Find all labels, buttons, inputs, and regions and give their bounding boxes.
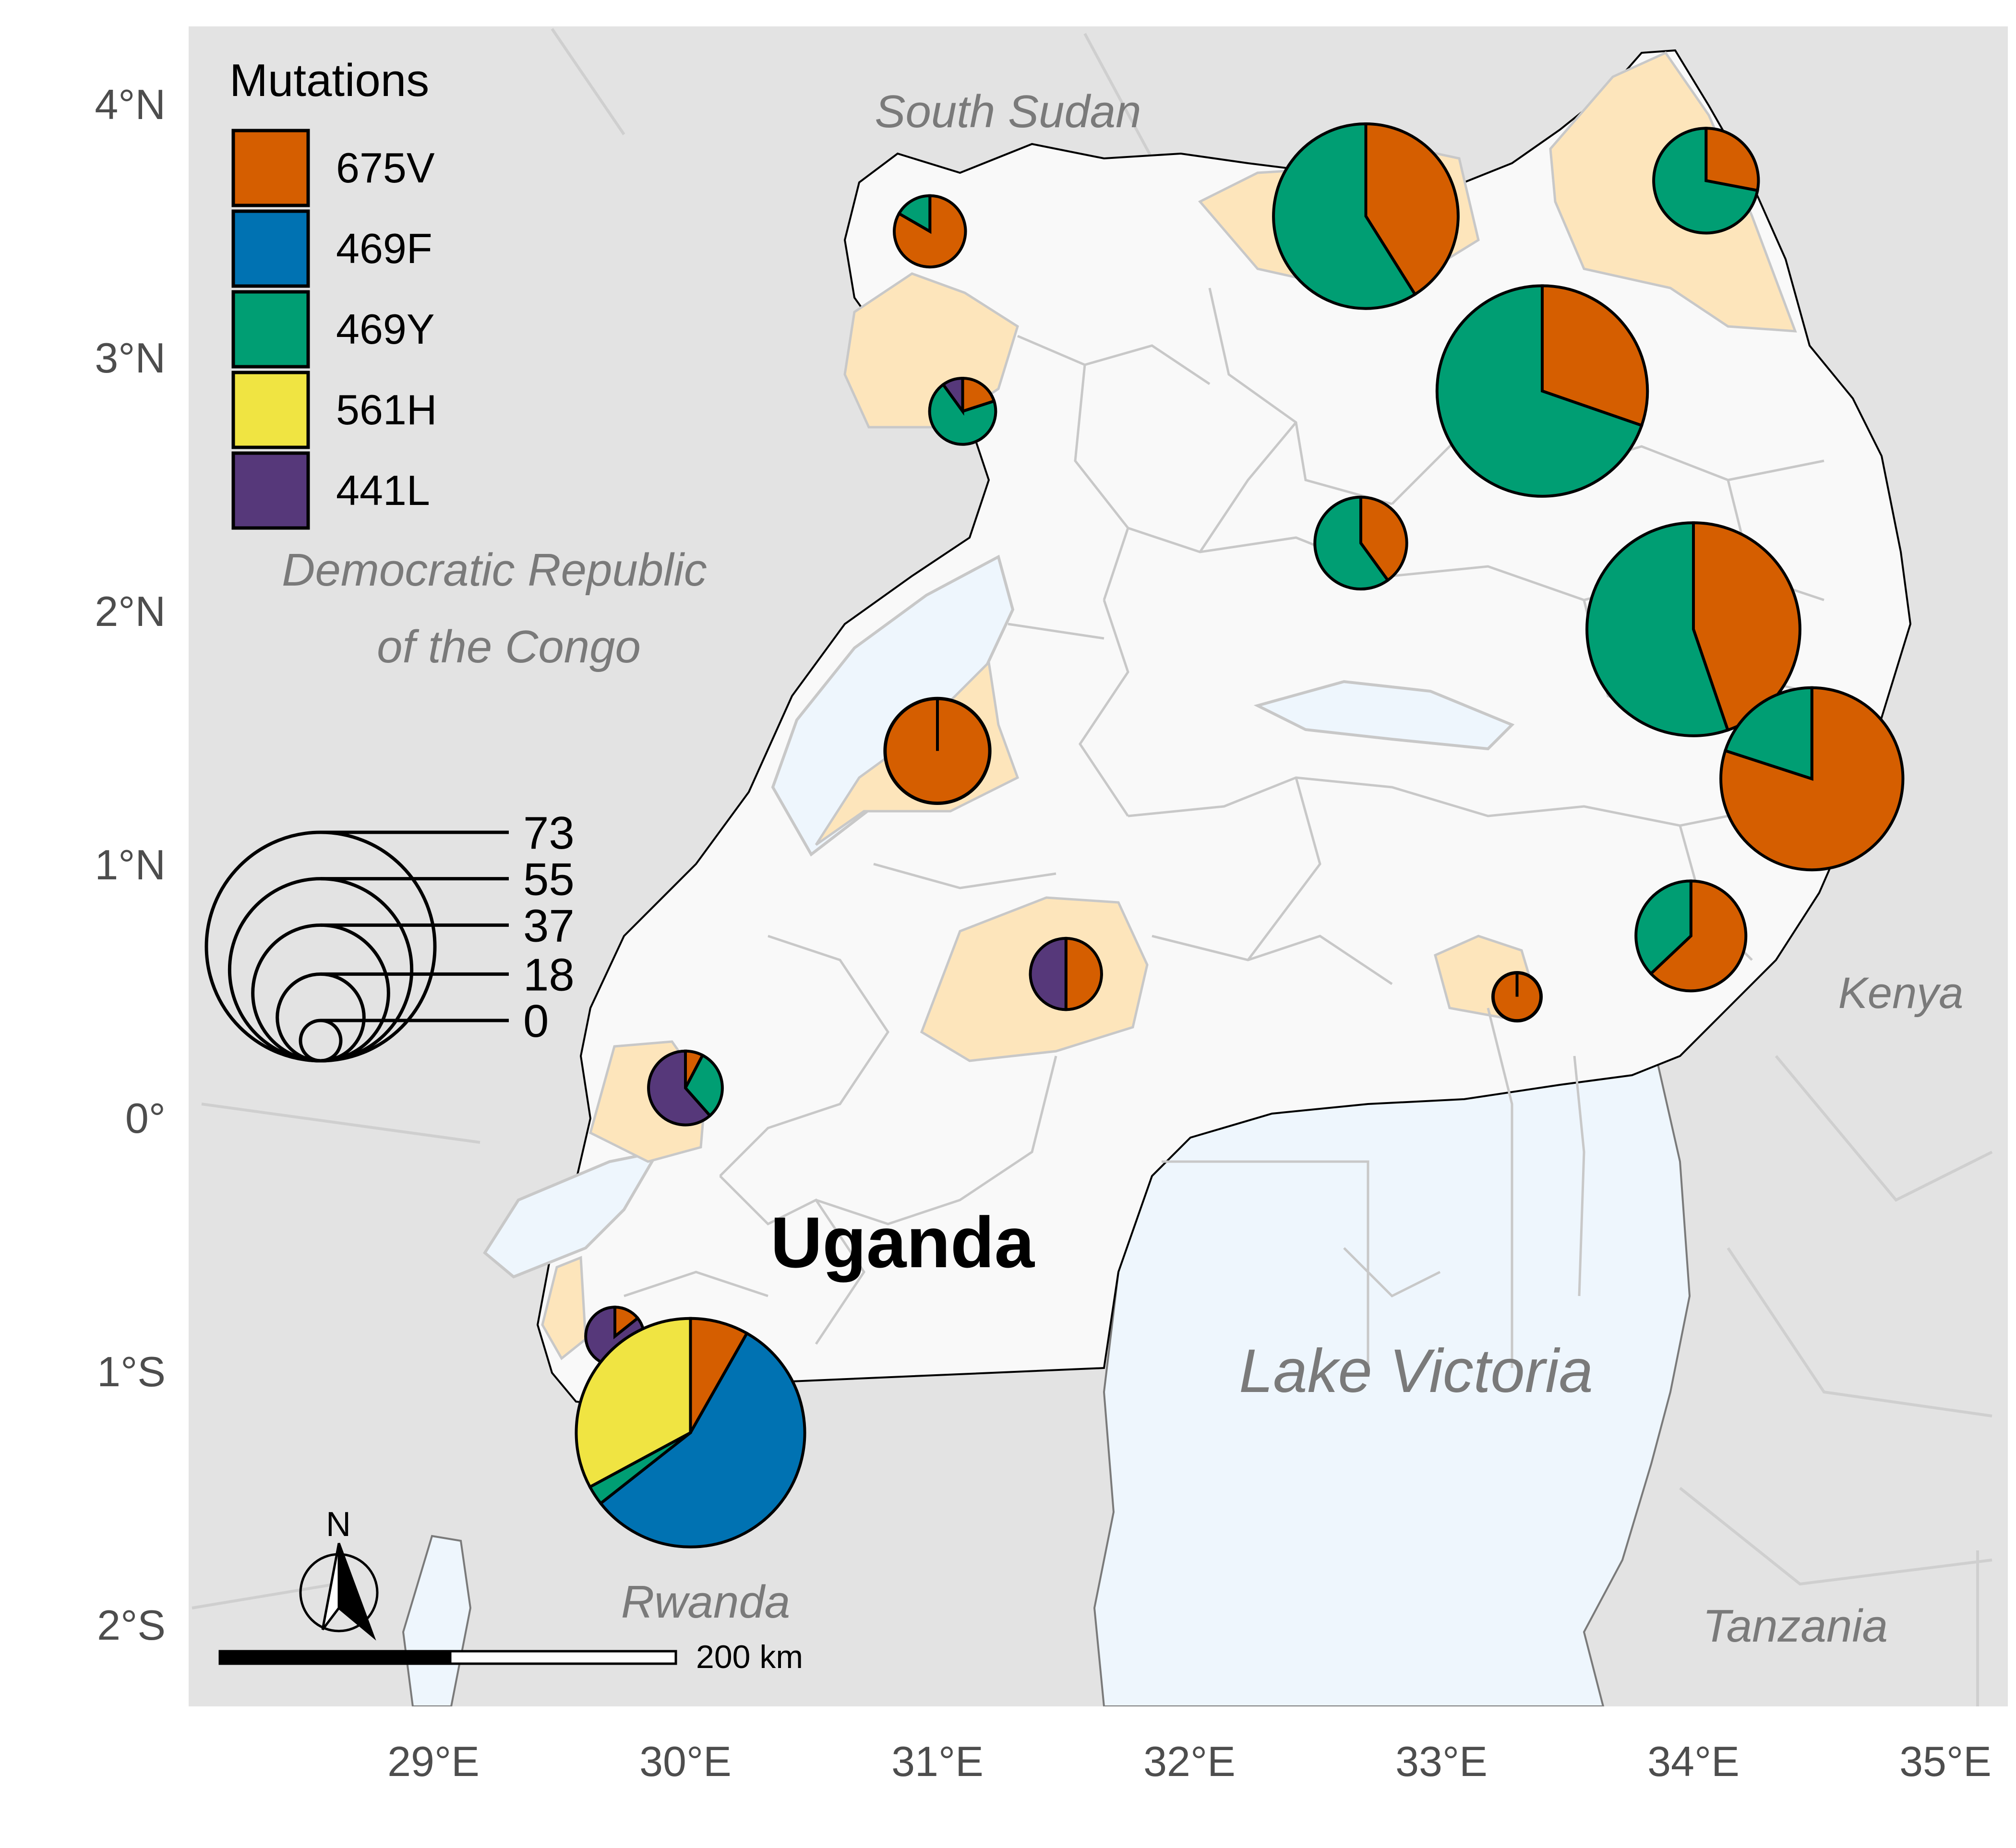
pie-slice-441L bbox=[941, 377, 964, 416]
size-legend-label-18: 18 bbox=[523, 949, 575, 1000]
y-tick-label: 0° bbox=[125, 1094, 166, 1142]
legend-label: 469F bbox=[336, 225, 432, 272]
size-legend-label-37: 37 bbox=[523, 900, 575, 951]
y-tick-label: 1°S bbox=[97, 1348, 166, 1395]
pie-site-8 bbox=[1719, 686, 1905, 872]
legend-swatch bbox=[231, 451, 310, 530]
y-tick-label: 2°S bbox=[97, 1601, 166, 1649]
size-legend-label-55: 55 bbox=[523, 854, 575, 905]
x-tick-label: 29°E bbox=[387, 1738, 480, 1785]
pie-site-4 bbox=[1652, 127, 1760, 235]
x-tick-label: 30°E bbox=[639, 1738, 732, 1785]
legend-item-675V: 675V bbox=[231, 129, 435, 207]
scale-bar-label: 200 km bbox=[696, 1639, 803, 1675]
legend-label: 675V bbox=[336, 144, 435, 192]
pie-site-6 bbox=[1313, 495, 1408, 591]
pie-slice-469Y bbox=[928, 382, 997, 446]
pie-slice-441L bbox=[647, 1049, 712, 1127]
legend-swatch bbox=[231, 129, 310, 207]
legend-title: Mutations bbox=[229, 55, 429, 106]
pie-site-12 bbox=[1029, 936, 1103, 1011]
label-drc-line1: Democratic Republic bbox=[282, 544, 707, 596]
pie-slice-469Y bbox=[1272, 122, 1417, 310]
label-uganda: Uganda bbox=[770, 1202, 1035, 1283]
north-arrow: N bbox=[299, 1505, 379, 1641]
sampled-district-kisoro bbox=[541, 1256, 587, 1360]
size-legend-label-0: 0 bbox=[523, 996, 549, 1047]
pie-site-2 bbox=[928, 377, 997, 446]
pie-site-15 bbox=[575, 1317, 806, 1548]
label-kenya: Kenya bbox=[1838, 969, 1964, 1018]
pie-slice-469F bbox=[599, 1331, 806, 1548]
y-tick-label: 4°N bbox=[95, 81, 166, 128]
pie-slice-675V bbox=[1359, 495, 1408, 583]
label-south-sudan: South Sudan bbox=[875, 86, 1141, 137]
north-arrow-right bbox=[337, 1543, 376, 1641]
pie-slice-675V bbox=[689, 1317, 749, 1439]
legend-swatch bbox=[231, 371, 310, 449]
scale-bar-black bbox=[218, 1650, 452, 1665]
pie-slice-469Y bbox=[1723, 686, 1813, 781]
pie-slice-441L bbox=[1029, 936, 1068, 1011]
pie-slice-469Y bbox=[1313, 495, 1390, 591]
pie-site-10 bbox=[1491, 971, 1543, 1023]
pie-site-1 bbox=[893, 194, 967, 269]
lake-kyoga bbox=[1253, 680, 1515, 751]
pie-slice-561H bbox=[575, 1317, 692, 1489]
legend-label: 561H bbox=[336, 386, 437, 433]
north-arrow-label: N bbox=[326, 1505, 351, 1544]
pie-site-3 bbox=[1272, 122, 1460, 310]
pie-slice-675V bbox=[1064, 936, 1103, 1011]
x-tick-label: 32°E bbox=[1143, 1738, 1236, 1785]
x-axis: 29°E 30°E 31°E 32°E 33°E 34°E 35°E bbox=[387, 1738, 1992, 1785]
legend-swatch bbox=[231, 290, 310, 369]
pie-slice-675V bbox=[1649, 879, 1748, 993]
x-tick-label: 35°E bbox=[1899, 1738, 1992, 1785]
neighbour-borders bbox=[192, 28, 1993, 1706]
pie-slice-469Y bbox=[684, 1053, 724, 1118]
pie-markers bbox=[575, 122, 1905, 1548]
label-rwanda: Rwanda bbox=[621, 1576, 790, 1628]
scale-bar-white bbox=[449, 1650, 677, 1665]
label-tanzania: Tanzania bbox=[1703, 1600, 1888, 1652]
size-legend-label-73: 73 bbox=[523, 807, 575, 859]
pie-slice-469Y bbox=[1435, 284, 1644, 498]
y-tick-label: 3°N bbox=[95, 334, 166, 382]
pie-slice-469Y bbox=[897, 194, 932, 234]
pie-slice-675V bbox=[1719, 686, 1905, 872]
x-tick-label: 31°E bbox=[891, 1738, 984, 1785]
pie-slice-469Y bbox=[1634, 879, 1692, 976]
y-axis: 4°N 3°N 2°N 1°N 0° 1°S 2°S bbox=[95, 81, 166, 1649]
x-tick-label: 34°E bbox=[1647, 1738, 1740, 1785]
lake-albert bbox=[771, 554, 1015, 857]
pie-slice-675V bbox=[1704, 127, 1760, 192]
legend-label: 441L bbox=[336, 467, 430, 514]
mutation-legend: Mutations 675V 469F 469Y 561H 441L bbox=[229, 55, 437, 530]
label-drc-line2: of the Congo bbox=[377, 621, 641, 672]
pie-site-11 bbox=[883, 696, 992, 805]
label-lake-victoria: Lake Victoria bbox=[1239, 1337, 1593, 1405]
pie-site-5 bbox=[1435, 284, 1649, 498]
legend-item-469F: 469F bbox=[231, 209, 432, 288]
pie-site-13 bbox=[647, 1049, 724, 1127]
pie-slice-469Y bbox=[1585, 521, 1730, 737]
scale-bar: 200 km bbox=[218, 1639, 803, 1675]
legend-swatch bbox=[231, 209, 310, 288]
y-tick-label: 1°N bbox=[95, 841, 166, 888]
pie-slice-469Y bbox=[1652, 127, 1759, 235]
legend-item-561H: 561H bbox=[231, 371, 437, 449]
legend-label: 469Y bbox=[336, 305, 435, 353]
legend-item-441L: 441L bbox=[231, 451, 430, 530]
pie-site-9 bbox=[1634, 879, 1748, 993]
pie-site-7 bbox=[1585, 521, 1801, 737]
x-tick-label: 33°E bbox=[1395, 1738, 1488, 1785]
legend-item-469Y: 469Y bbox=[231, 290, 435, 369]
y-tick-label: 2°N bbox=[95, 588, 166, 635]
pie-slice-675V bbox=[1541, 284, 1649, 428]
